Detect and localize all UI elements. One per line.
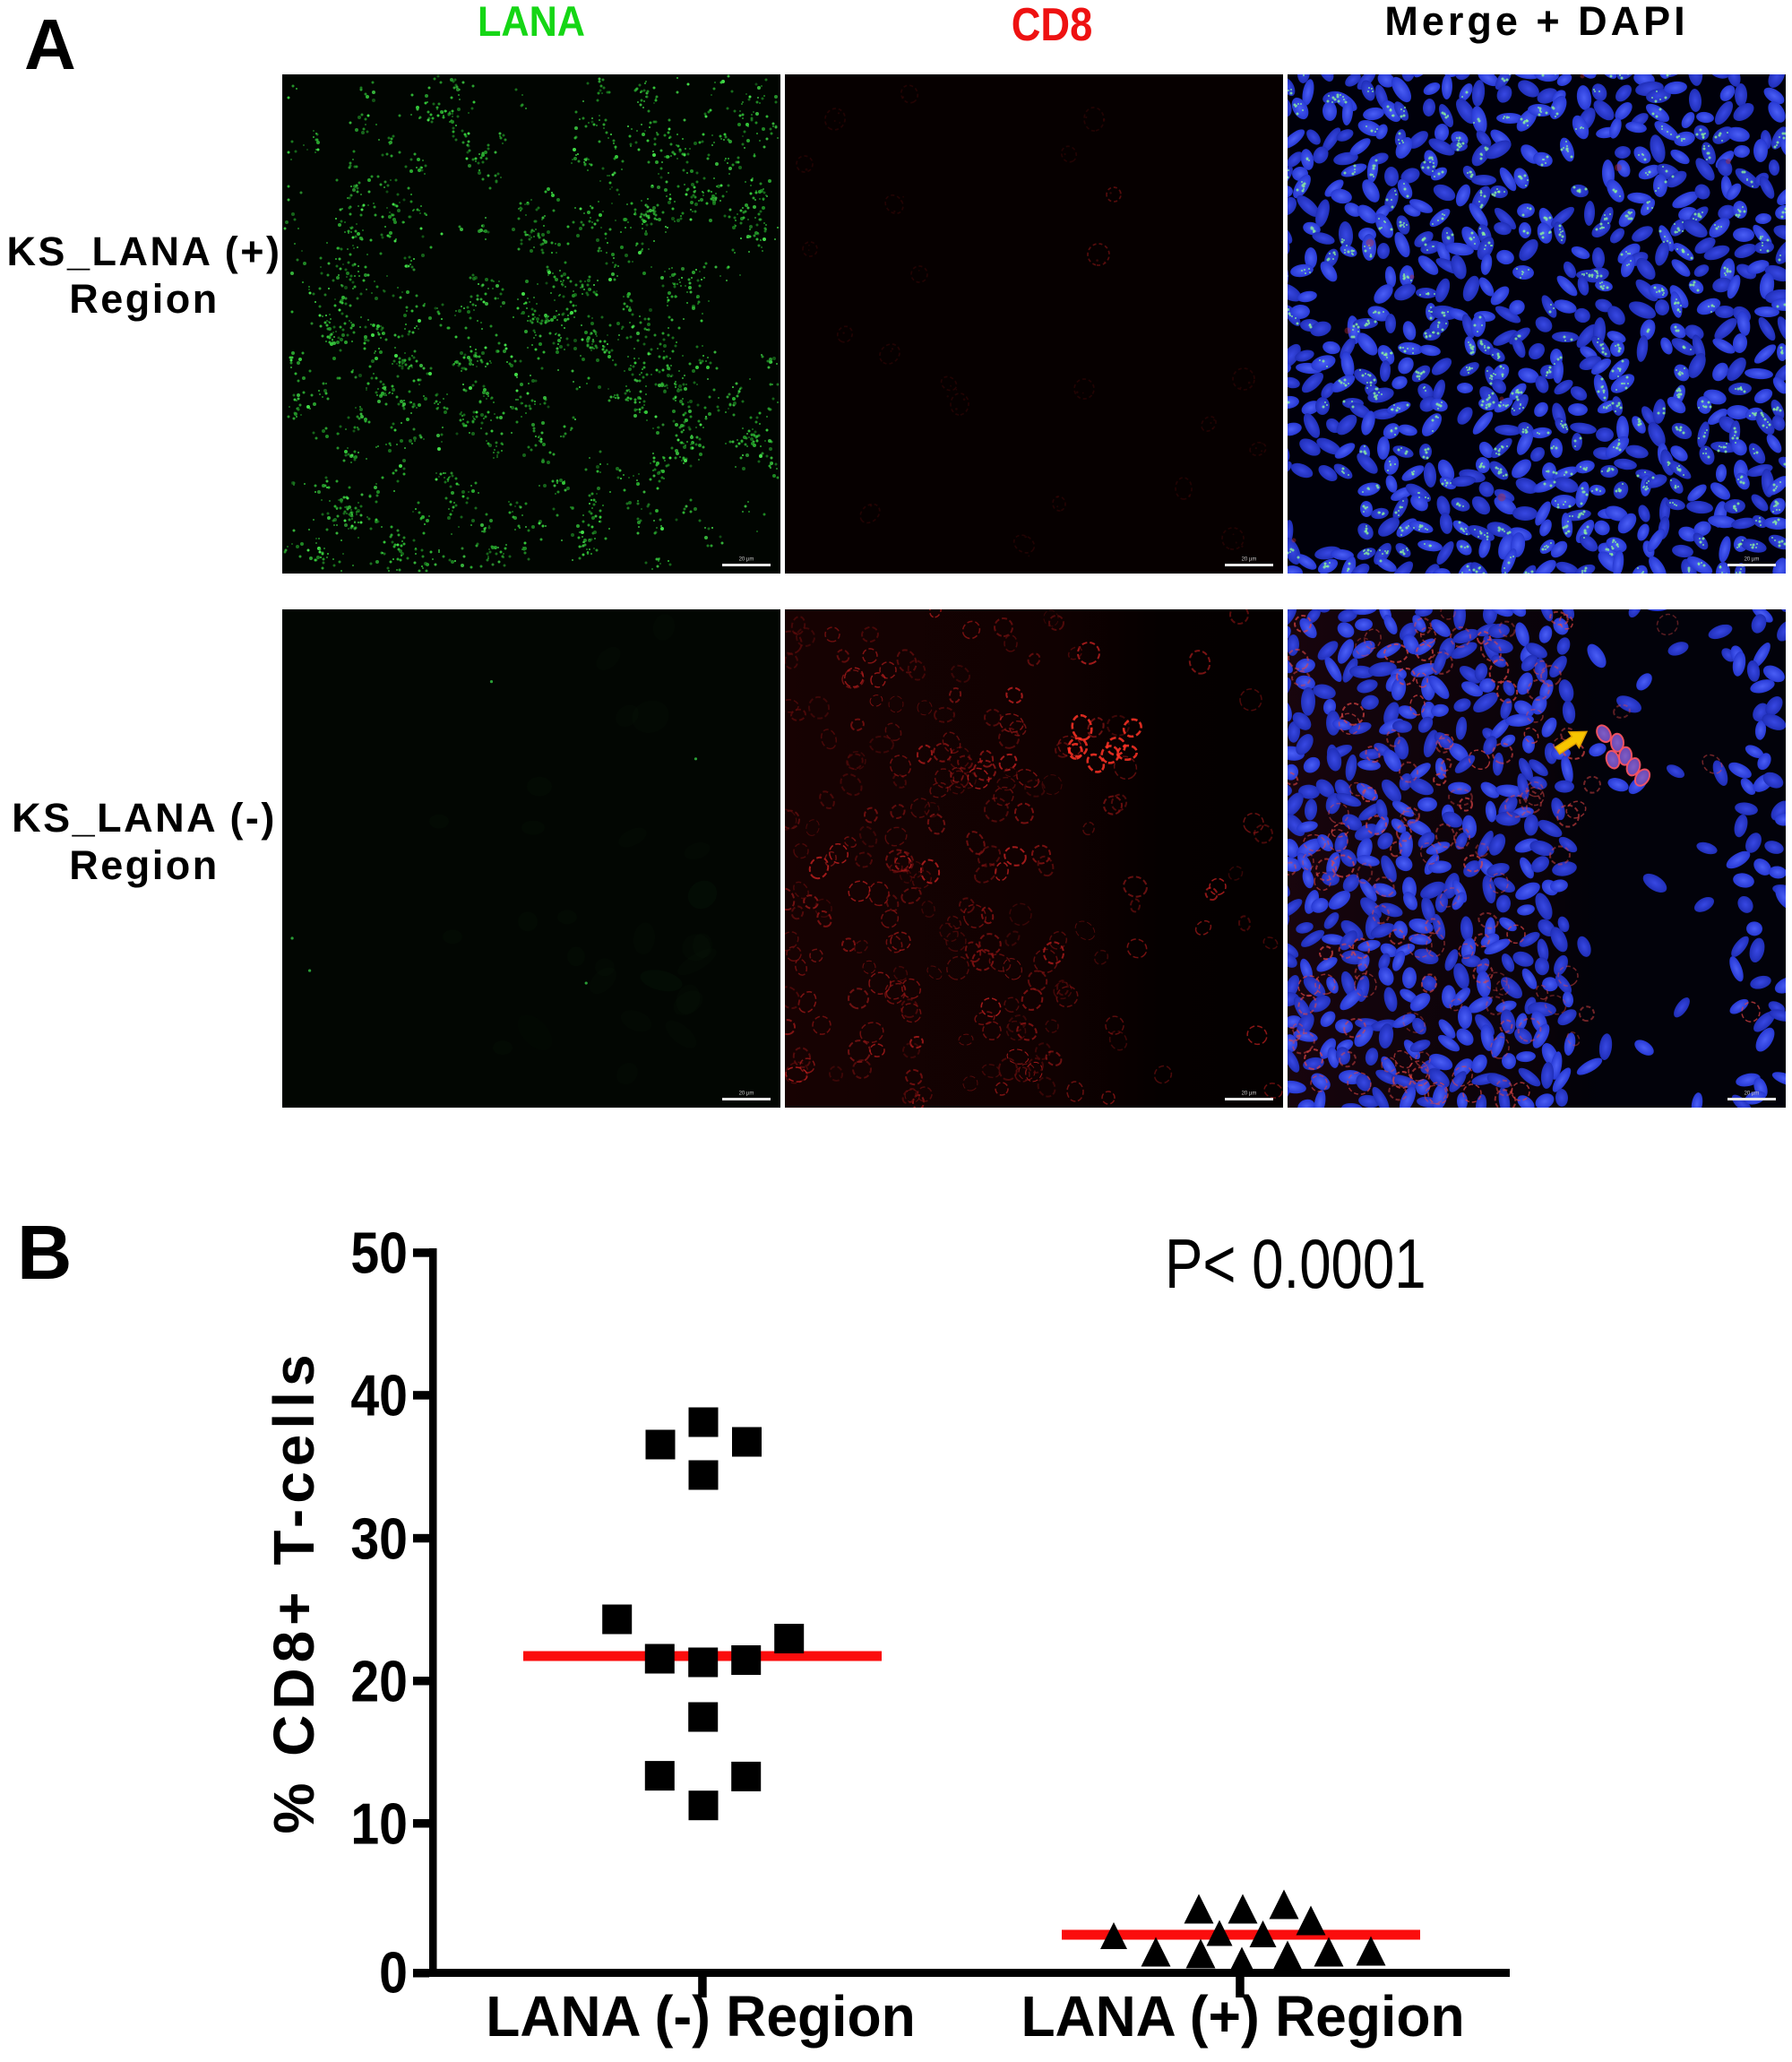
- svg-text:20 µm: 20 µm: [1745, 1091, 1760, 1097]
- svg-text:20 µm: 20 µm: [739, 557, 754, 563]
- svg-text:20 µm: 20 µm: [1242, 1091, 1257, 1097]
- svg-text:20 µm: 20 µm: [739, 1091, 754, 1097]
- svg-text:20 µm: 20 µm: [1745, 557, 1760, 563]
- svg-text:20 µm: 20 µm: [1242, 557, 1257, 563]
